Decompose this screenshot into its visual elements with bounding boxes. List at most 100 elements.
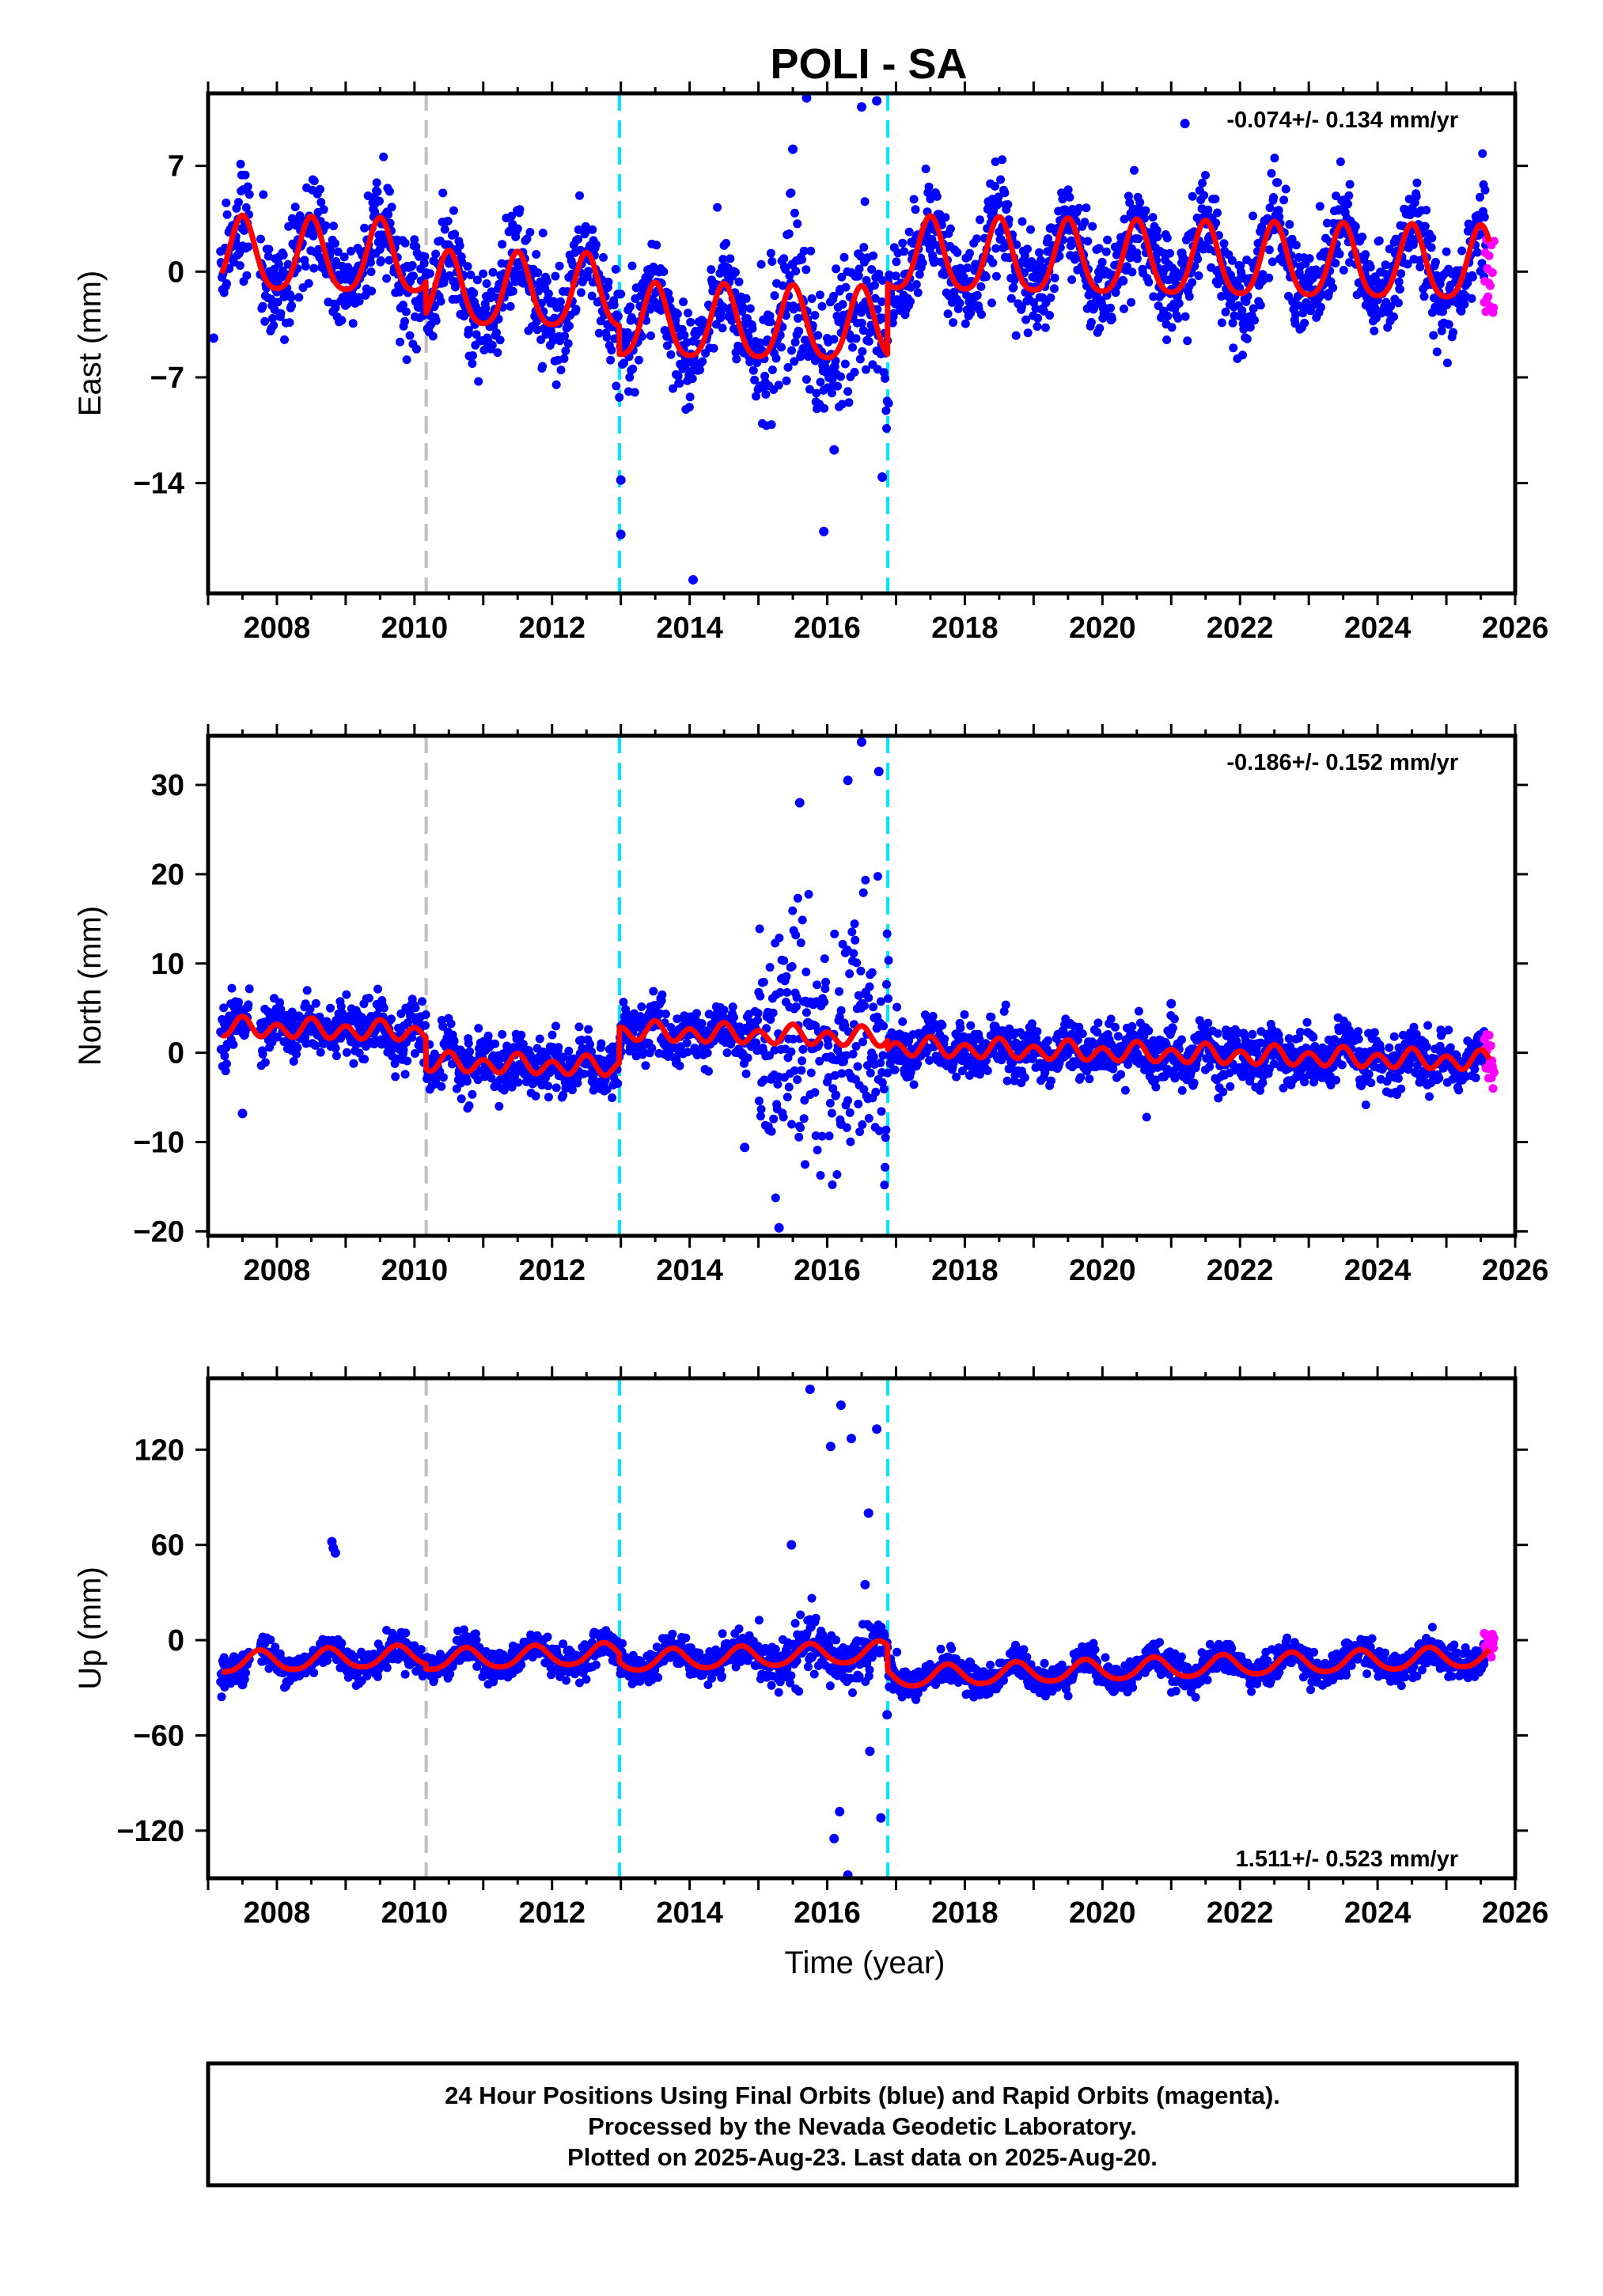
north-data-point	[1218, 1087, 1228, 1097]
north-data-point	[495, 1101, 504, 1111]
north-data-point	[498, 1029, 507, 1039]
north-data-point	[400, 1070, 410, 1079]
east-data-point	[718, 324, 727, 333]
east-data-point	[276, 309, 286, 318]
east-data-point	[828, 292, 838, 301]
east-data-point	[1045, 311, 1055, 320]
east-data-point	[286, 293, 296, 302]
east-data-point	[375, 196, 384, 206]
north-data-point	[1434, 1074, 1444, 1083]
east-data-point	[1132, 254, 1142, 263]
north-data-point	[835, 987, 843, 996]
north-data-point	[871, 1087, 881, 1097]
east-data-point	[412, 344, 421, 354]
east-data-point	[761, 389, 771, 399]
east-data-point	[867, 265, 877, 274]
east-data-point	[949, 318, 958, 328]
east-data-point	[1063, 185, 1073, 195]
east-data-point	[684, 309, 692, 318]
east-data-point	[532, 325, 542, 335]
east-outlier-point	[788, 144, 798, 154]
east-outlier-point	[829, 445, 839, 455]
east-data-point	[848, 343, 857, 352]
north-data-point	[418, 997, 427, 1006]
north-data-point	[847, 927, 857, 937]
east-data-point	[766, 248, 775, 258]
north-data-point	[1076, 1073, 1086, 1082]
east-data-point	[1422, 206, 1431, 215]
east-data-point	[998, 155, 1007, 165]
east-data-point	[235, 261, 244, 271]
east-data-point	[770, 291, 779, 301]
north-data-point	[756, 991, 765, 1001]
north-data-point	[793, 893, 802, 903]
east-data-point	[222, 279, 231, 288]
east-data-point	[961, 319, 970, 328]
east-data-point	[1480, 213, 1489, 222]
north-data-point	[880, 1180, 889, 1190]
east-data-point	[786, 188, 796, 198]
east-data-point	[1264, 245, 1274, 255]
east-data-point	[508, 286, 517, 296]
east-data-point	[399, 301, 407, 309]
east-data-point	[1201, 171, 1210, 180]
east-data-point	[506, 301, 515, 311]
east-data-point	[561, 347, 570, 355]
north-data-point	[791, 1002, 801, 1011]
north-data-point	[864, 1114, 874, 1123]
north-data-point	[879, 1085, 889, 1093]
east-data-point	[402, 355, 411, 365]
north-data-point	[852, 958, 862, 968]
east-data-point	[294, 293, 304, 302]
east-data-point	[810, 311, 820, 320]
east-data-point	[628, 364, 638, 373]
east-data-point	[380, 239, 389, 248]
north-data-point	[719, 1006, 729, 1015]
north-data-point	[465, 1047, 475, 1056]
east-panel: 2008 2010 2012 2014 2016 2018 2020 2022 2024 2026…	[73, 81, 1548, 645]
east-data-point	[420, 252, 430, 261]
east-data-point	[623, 328, 632, 337]
east-data-point	[321, 221, 331, 230]
north-data-point	[220, 1051, 229, 1061]
east-data-point	[1127, 267, 1137, 277]
east-data-point	[1345, 180, 1355, 189]
east-data-point	[481, 304, 491, 313]
north-data-point	[854, 1099, 863, 1108]
north-data-point	[832, 1170, 842, 1179]
east-data-point	[609, 300, 619, 309]
north-data-point	[1354, 1027, 1362, 1036]
east-rapid-point	[1487, 268, 1497, 278]
east-data-point	[1250, 316, 1259, 325]
east-data-point	[1343, 199, 1352, 209]
north-data-point	[909, 1080, 919, 1089]
north-data-point	[782, 972, 791, 981]
north-data-point	[1361, 1101, 1370, 1109]
north-data-point	[574, 1022, 584, 1032]
east-data-point	[400, 238, 410, 248]
north-final-orbit-points	[216, 737, 1491, 1233]
north-data-point	[1134, 1006, 1143, 1016]
east-data-point	[909, 195, 919, 204]
east-data-point	[777, 343, 786, 352]
east-data-point	[443, 216, 453, 225]
east-data-point	[244, 190, 254, 199]
north-data-point	[825, 1098, 835, 1108]
east-data-point	[1432, 347, 1442, 357]
east-data-point	[779, 254, 789, 263]
east-data-point	[263, 252, 273, 261]
east-data-point	[782, 376, 791, 385]
east-data-point	[1393, 298, 1403, 308]
north-data-point	[682, 1038, 692, 1048]
east-data-point	[1108, 314, 1116, 324]
east-data-point	[1389, 312, 1398, 321]
east-data-point	[1285, 220, 1294, 229]
north-data-point	[755, 924, 764, 934]
east-data-point	[482, 279, 491, 288]
east-data-point	[1050, 284, 1059, 294]
east-data-point	[1449, 328, 1457, 337]
east-data-point	[802, 265, 811, 275]
east-data-point	[574, 235, 583, 244]
east-data-point	[234, 198, 243, 207]
east-data-point	[727, 316, 737, 325]
